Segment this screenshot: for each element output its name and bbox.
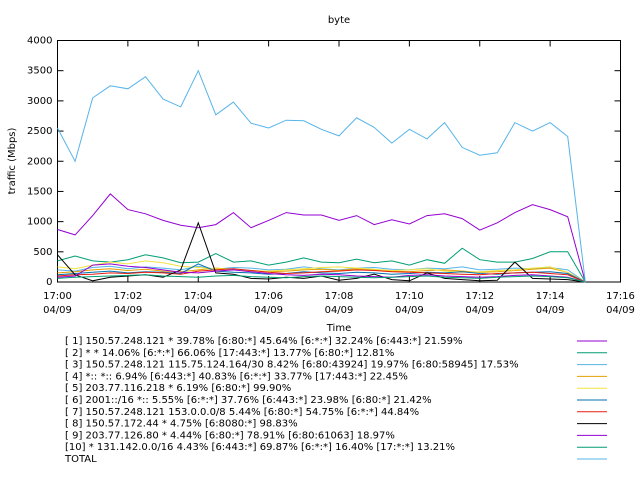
y-tick-label: 1500	[27, 186, 52, 197]
x-tick-label: 17:08	[325, 291, 354, 302]
series-line	[57, 268, 586, 283]
x-tick-label: 17:10	[395, 291, 424, 302]
legend-label: [ 5] 203.77.116.218 * 6.19% [6:80:*] 99.…	[65, 383, 291, 394]
x-tick-date: 04/09	[325, 305, 354, 316]
series-line	[57, 263, 586, 283]
legend-label: [ 3] 150.57.248.121 115.75.124.164/30 8.…	[65, 360, 519, 371]
legend-label: [ 8] 150.57.172.44 * 4.75% [6:8080:*] 98…	[65, 419, 298, 430]
x-tick-label: 17:14	[536, 291, 565, 302]
x-tick-label: 17:00	[43, 291, 72, 302]
y-axis-label: traffic (Mbps)	[7, 127, 18, 194]
y-tick-label: 3500	[27, 66, 52, 77]
series-line	[57, 263, 586, 283]
series-line	[57, 267, 586, 283]
legend-label: [ 4] *:: *:: 6.94% [6:443:*] 40.83% [6:*…	[65, 371, 408, 382]
y-tick-label: 1000	[27, 217, 52, 228]
x-tick-date: 04/09	[606, 305, 635, 316]
series-line	[57, 265, 586, 283]
x-tick-date: 04/09	[184, 305, 213, 316]
series-line	[57, 260, 586, 283]
x-tick-label: 17:02	[113, 291, 142, 302]
plot-border	[57, 40, 621, 283]
legend-label: [ 6] 2001::/16 *:: 5.55% [6:*:*] 37.76% …	[65, 395, 432, 406]
y-tick-label: 2000	[27, 156, 52, 167]
x-tick-label: 17:12	[465, 291, 494, 302]
x-tick-label: 17:06	[254, 291, 283, 302]
legend-label: TOTAL	[64, 454, 97, 465]
series-line	[57, 274, 586, 283]
x-tick-date: 04/09	[536, 305, 565, 316]
y-tick-label: 3000	[27, 96, 52, 107]
legend-label: [ 2] * * 14.06% [6:*:*] 66.06% [17:443:*…	[65, 348, 394, 359]
y-tick-label: 500	[33, 247, 52, 258]
series-line	[57, 69, 586, 283]
series-line	[57, 193, 586, 283]
chart-title: byte	[328, 15, 350, 26]
y-tick-label: 4000	[27, 36, 52, 47]
legend-label: [ 7] 150.57.248.121 153.0.0.0/8 5.44% [6…	[65, 407, 419, 418]
x-tick-date: 04/09	[395, 305, 424, 316]
series-line	[57, 247, 586, 283]
y-tick-label: 2500	[27, 126, 52, 137]
x-tick-label: 17:16	[606, 291, 635, 302]
x-tick-label: 17:04	[184, 291, 213, 302]
legend-label: [ 9] 203.77.126.80 * 4.44% [6:80:*] 78.9…	[65, 430, 395, 441]
x-tick-date: 04/09	[465, 305, 494, 316]
x-tick-date: 04/09	[254, 305, 283, 316]
legend-label: [10] * 131.142.0.0/16 4.43% [6:443:*] 69…	[65, 442, 455, 453]
x-tick-date: 04/09	[113, 305, 142, 316]
y-tick-label: 0	[46, 277, 52, 288]
x-axis-label: Time	[326, 323, 351, 334]
x-tick-date: 04/09	[43, 305, 72, 316]
legend-label: [ 1] 150.57.248.121 * 39.78% [6:80:*] 45…	[65, 336, 463, 347]
